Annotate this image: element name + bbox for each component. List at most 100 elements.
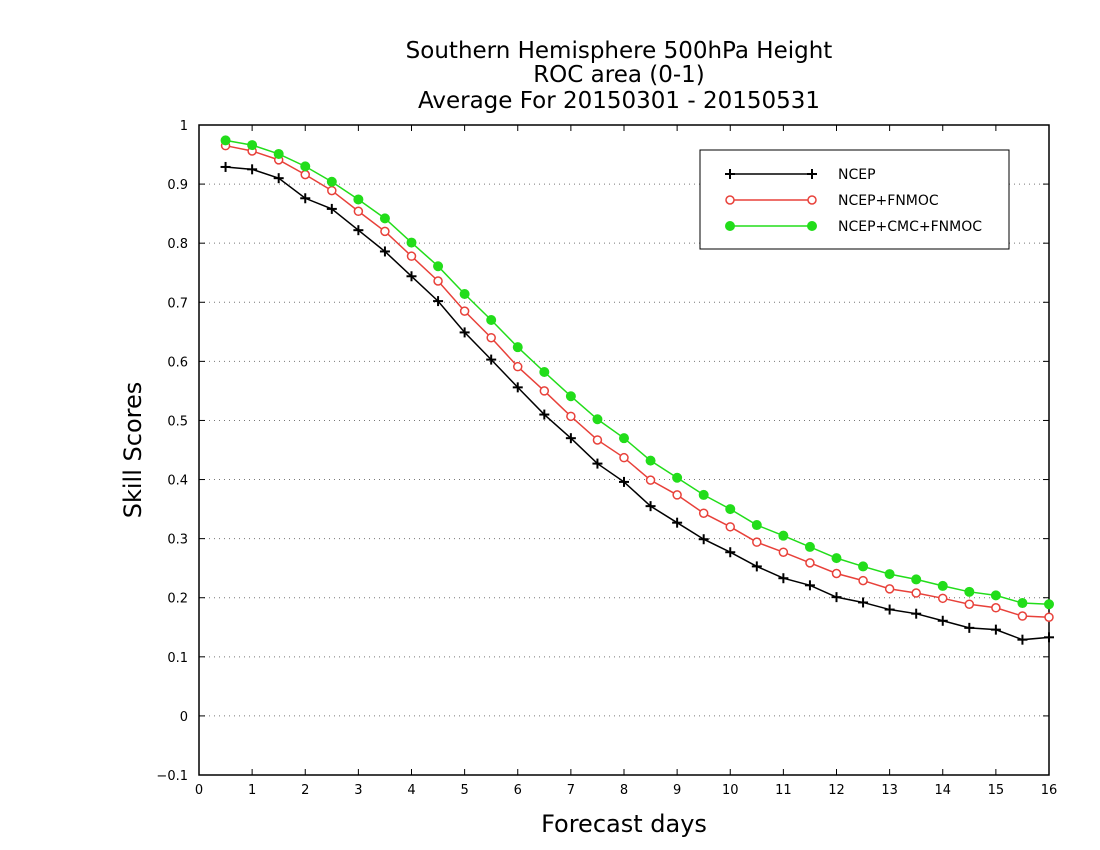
series-ncep-fnmoc xyxy=(220,140,1054,622)
data-point xyxy=(778,573,789,584)
data-point xyxy=(433,276,443,286)
x-tick-label: 2 xyxy=(301,783,309,798)
data-point xyxy=(406,271,417,282)
data-point xyxy=(300,169,310,180)
data-point xyxy=(326,176,337,187)
data-point xyxy=(884,569,895,580)
chart-title-line-3: Average For 20150301 - 20150531 xyxy=(418,88,820,114)
chart-title-line-1: Southern Hemisphere 500hPa Height xyxy=(406,38,833,64)
legend: NCEP NCEP+FNMOC NCEP+CMC+FNMOC xyxy=(699,149,1010,250)
data-point xyxy=(1044,632,1054,643)
legend-label: NCEP xyxy=(838,167,876,183)
data-point xyxy=(1017,598,1028,609)
legend-entry: NCEP+FNMOC xyxy=(725,193,939,209)
data-point xyxy=(539,367,550,377)
data-point xyxy=(858,597,869,608)
x-tick-label: 11 xyxy=(775,783,792,798)
data-point xyxy=(326,203,337,214)
x-tick-label: 1 xyxy=(248,783,256,798)
x-axis-label: Forecast days xyxy=(541,810,707,838)
x-tick-label: 6 xyxy=(514,783,522,798)
data-point xyxy=(698,489,709,500)
data-point xyxy=(672,517,683,528)
data-point xyxy=(406,237,417,248)
y-tick-label: 0.3 xyxy=(167,533,188,548)
data-point xyxy=(247,140,258,151)
data-point xyxy=(619,452,629,463)
data-point xyxy=(858,575,868,586)
data-point xyxy=(751,520,762,531)
data-point xyxy=(911,574,922,585)
data-point xyxy=(698,534,709,545)
data-point xyxy=(592,414,603,425)
y-tick-label: −0.1 xyxy=(156,769,188,784)
data-point xyxy=(698,508,709,518)
data-point xyxy=(991,603,1001,613)
data-point xyxy=(937,580,948,591)
gridlines xyxy=(199,183,1049,717)
x-tick-label: 5 xyxy=(460,783,468,798)
data-point xyxy=(831,568,842,579)
data-point xyxy=(831,553,842,564)
x-tick-label: 12 xyxy=(828,783,845,798)
data-point xyxy=(459,327,470,338)
legend-items: NCEP NCEP+FNMOC NCEP+CMC+FNMOC xyxy=(725,167,982,235)
data-point xyxy=(619,433,629,444)
y-tick-label: 0.8 xyxy=(167,237,188,252)
y-tick-label: 0.9 xyxy=(167,178,188,193)
data-point xyxy=(433,296,444,307)
data-point xyxy=(751,561,762,572)
data-point xyxy=(353,206,364,217)
data-point xyxy=(353,194,364,205)
data-point xyxy=(406,251,417,261)
data-point xyxy=(619,476,629,487)
legend-label: NCEP+CMC+FNMOC xyxy=(838,219,982,235)
data-point xyxy=(433,261,444,272)
data-point xyxy=(725,195,735,205)
data-point xyxy=(539,386,550,396)
data-point xyxy=(725,547,736,558)
x-tick-label: 0 xyxy=(195,783,203,798)
data-point xyxy=(486,332,496,343)
data-point xyxy=(459,306,470,316)
data-point xyxy=(911,588,921,598)
x-tick-label: 15 xyxy=(988,783,1005,798)
data-point xyxy=(807,169,817,179)
y-tick-label: 0.1 xyxy=(167,651,188,666)
data-point xyxy=(300,161,311,172)
x-tick-label: 3 xyxy=(354,783,362,798)
data-point xyxy=(380,226,390,237)
x-tick-label: 10 xyxy=(722,783,739,798)
data-point xyxy=(805,558,815,568)
legend-entry: NCEP+CMC+FNMOC xyxy=(725,219,982,235)
data-point xyxy=(804,580,815,591)
y-tick-label: 0.5 xyxy=(167,414,188,429)
data-point xyxy=(247,164,258,175)
data-point xyxy=(1044,612,1054,622)
data-point xyxy=(964,586,975,597)
legend-entry: NCEP xyxy=(725,167,876,183)
data-point xyxy=(645,455,656,466)
data-point xyxy=(964,599,975,609)
data-point xyxy=(752,537,762,547)
y-tick-label: 0.6 xyxy=(167,355,188,370)
data-point xyxy=(486,315,497,325)
data-point xyxy=(725,504,736,515)
x-tick-label: 14 xyxy=(934,783,951,798)
data-point xyxy=(220,161,231,172)
data-point xyxy=(884,604,895,615)
data-point xyxy=(379,213,390,224)
data-point xyxy=(725,522,735,532)
y-tick-label: 0.2 xyxy=(167,592,188,607)
axis-ticks xyxy=(198,124,1050,776)
y-tick-label: 0.7 xyxy=(167,296,188,311)
data-point xyxy=(645,475,656,485)
data-point xyxy=(327,185,337,196)
series-ncep xyxy=(220,161,1054,645)
data-point xyxy=(300,193,311,204)
data-point xyxy=(565,391,576,402)
data-point xyxy=(512,342,523,353)
data-point xyxy=(592,435,603,445)
data-point xyxy=(1044,599,1054,610)
data-point xyxy=(1017,634,1028,645)
